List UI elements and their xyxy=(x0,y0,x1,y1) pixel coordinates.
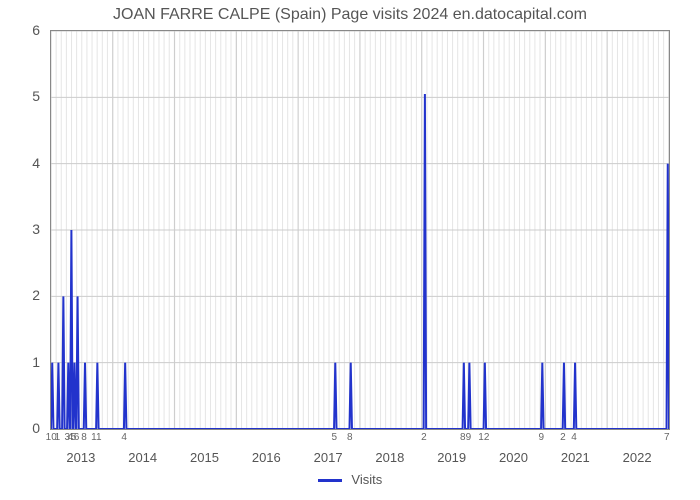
chart-container: JOAN FARRE CALPE (Spain) Page visits 202… xyxy=(0,0,700,500)
x-minor-labels: 1013456811458289129247 xyxy=(50,432,670,446)
y-tick-label: 6 xyxy=(32,22,40,38)
x-tick-label: 2020 xyxy=(499,450,528,465)
y-tick-label: 2 xyxy=(32,287,40,303)
x-tick-label: 2021 xyxy=(561,450,590,465)
x-minor-label: 12 xyxy=(478,432,489,443)
x-tick-label: 2014 xyxy=(128,450,157,465)
x-minor-label: 11 xyxy=(91,432,101,443)
y-tick-label: 3 xyxy=(32,221,40,237)
x-minor-label: 4 xyxy=(121,432,127,443)
x-tick-label: 2016 xyxy=(252,450,281,465)
x-minor-label: 2 xyxy=(421,432,427,443)
legend-swatch xyxy=(318,479,342,482)
x-minor-label: 7 xyxy=(664,432,670,443)
x-minor-label: 6 xyxy=(74,432,80,443)
y-tick-label: 5 xyxy=(32,88,40,104)
x-minor-label: 5 xyxy=(331,432,337,443)
x-tick-label: 2013 xyxy=(66,450,95,465)
y-tick-label: 1 xyxy=(32,354,40,370)
y-tick-label: 0 xyxy=(32,420,40,436)
y-tick-label: 4 xyxy=(32,155,40,171)
x-minor-label: 9 xyxy=(539,432,545,443)
x-minor-label: 8 xyxy=(81,432,87,443)
chart-svg xyxy=(51,31,669,429)
x-tick-label: 2017 xyxy=(314,450,343,465)
x-minor-label: 2 xyxy=(560,432,566,443)
x-tick-label: 2019 xyxy=(437,450,466,465)
x-minor-label: 4 xyxy=(571,432,577,443)
plot-area xyxy=(50,30,670,430)
x-minor-label: 9 xyxy=(466,432,472,443)
x-tick-label: 2022 xyxy=(623,450,652,465)
x-tick-label: 2018 xyxy=(375,450,404,465)
legend-label: Visits xyxy=(351,472,382,487)
legend: Visits xyxy=(0,472,700,487)
x-minor-label: 1 xyxy=(55,432,61,443)
chart-title: JOAN FARRE CALPE (Spain) Page visits 202… xyxy=(0,6,700,24)
x-tick-label: 2015 xyxy=(190,450,219,465)
gridlines xyxy=(51,31,669,429)
x-axis: 2013 2014 2015 2016 2017 2018 2019 2020 2021 2022 xyxy=(50,450,670,470)
y-axis: 0123456 xyxy=(0,30,44,430)
x-minor-label: 8 xyxy=(347,432,353,443)
